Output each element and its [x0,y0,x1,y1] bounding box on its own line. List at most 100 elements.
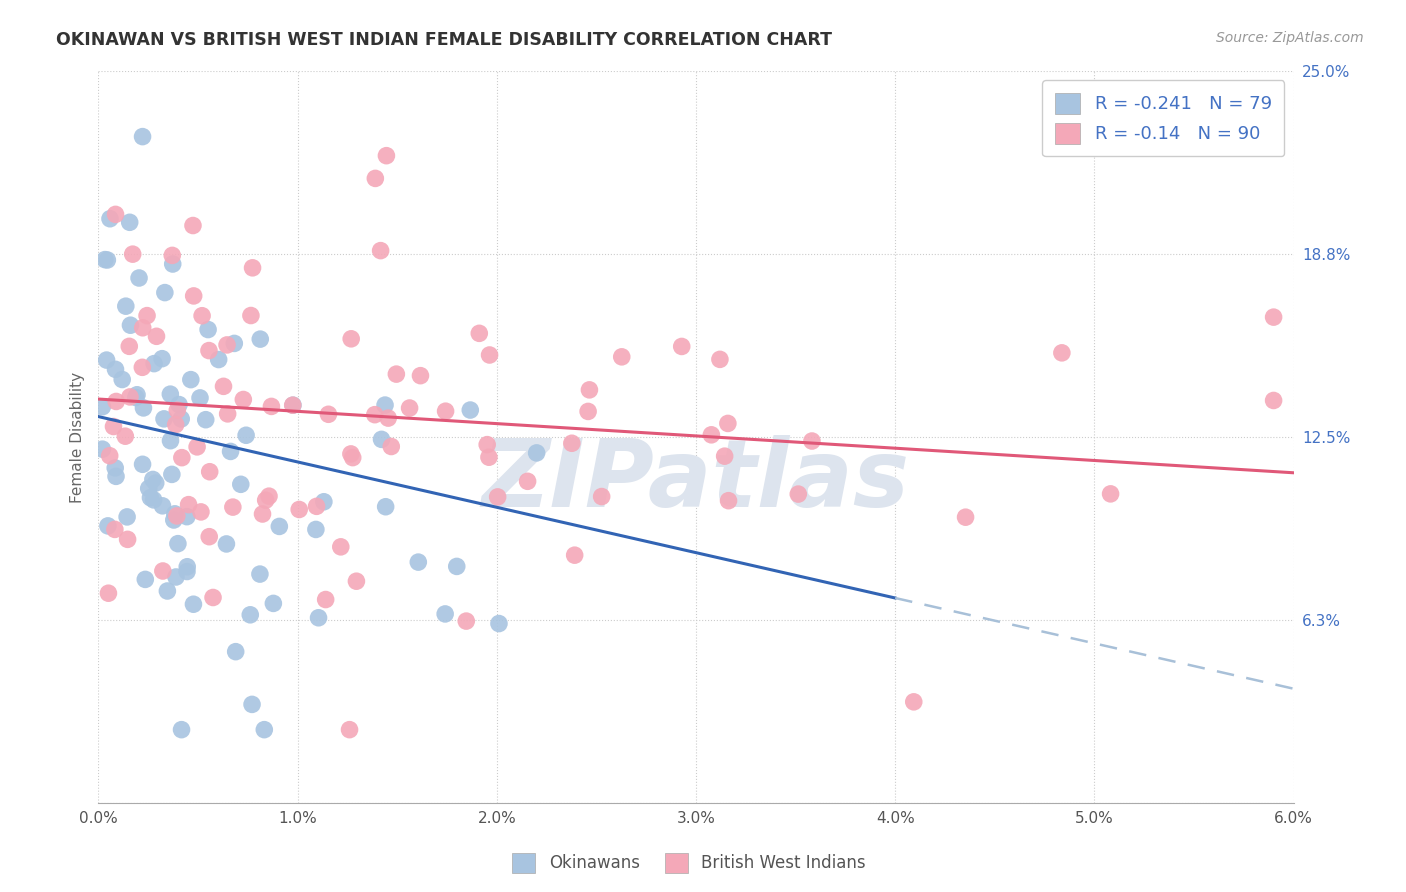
Point [787,487,810,501]
Point [346,574,368,589]
Point [194,413,217,427]
Point [232,392,254,407]
Point [305,500,328,514]
Point [138,482,160,496]
Point [177,498,200,512]
Point [170,412,193,426]
Point [105,469,128,483]
Point [170,450,193,465]
Point [446,559,468,574]
Point [165,570,187,584]
Point [364,171,387,186]
Point [340,447,363,461]
Point [375,149,398,163]
Point [167,536,190,550]
Point [198,465,221,479]
Point [114,299,136,313]
Point [229,477,252,491]
Point [145,329,167,343]
Point [118,339,141,353]
Point [219,444,242,458]
Point [118,215,141,229]
Point [903,695,925,709]
Point [180,373,202,387]
Point [198,343,221,358]
Point [159,387,181,401]
Point [131,360,153,375]
Point [370,433,392,447]
Point [257,489,280,503]
Point [318,407,340,421]
Point [97,586,120,600]
Legend: R = -0.241   N = 79, R = -0.14   N = 90: R = -0.241 N = 79, R = -0.14 N = 90 [1042,80,1285,156]
Point [104,362,127,376]
Point [181,219,204,233]
Point [578,383,600,397]
Point [117,533,139,547]
Point [162,248,184,262]
Legend: Okinawans, British West Indians: Okinawans, British West Indians [505,847,873,880]
Point [96,353,118,368]
Point [717,417,740,431]
Point [242,260,264,275]
Point [186,440,208,454]
Point [97,519,120,533]
Point [564,548,586,562]
Point [486,490,509,504]
Point [153,285,176,300]
Text: ZIPatlas: ZIPatlas [482,435,910,527]
Point [225,645,247,659]
Point [183,597,205,611]
Point [104,461,127,475]
Point [159,434,181,448]
Point [170,723,193,737]
Point [142,473,165,487]
Point [526,446,548,460]
Point [713,449,735,463]
Point [115,509,138,524]
Point [162,257,184,271]
Point [134,573,156,587]
Point [340,332,363,346]
Point [281,398,304,412]
Point [128,271,150,285]
Point [374,398,396,412]
Point [150,351,173,366]
Point [165,417,187,432]
Point [800,434,823,448]
Point [709,352,731,367]
Point [183,289,205,303]
Point [252,507,274,521]
Point [235,428,257,442]
Point [145,476,167,491]
Point [288,502,311,516]
Point [215,338,238,352]
Point [160,467,183,482]
Point [240,698,263,712]
Point [1099,487,1122,501]
Point [118,390,141,404]
Point [139,491,162,505]
Point [315,592,337,607]
Point [312,495,335,509]
Point [132,320,155,334]
Point [114,429,136,443]
Point [125,391,148,405]
Point [96,252,118,267]
Point [153,412,176,426]
Point [610,350,633,364]
Point [143,357,166,371]
Point [191,309,214,323]
Point [120,318,142,333]
Point [156,584,179,599]
Point [136,309,159,323]
Point [98,211,121,226]
Point [142,492,165,507]
Point [224,336,246,351]
Point [239,607,262,622]
Point [269,519,291,533]
Point [408,555,430,569]
Point [380,440,402,454]
Point [671,339,693,353]
Point [222,500,245,515]
